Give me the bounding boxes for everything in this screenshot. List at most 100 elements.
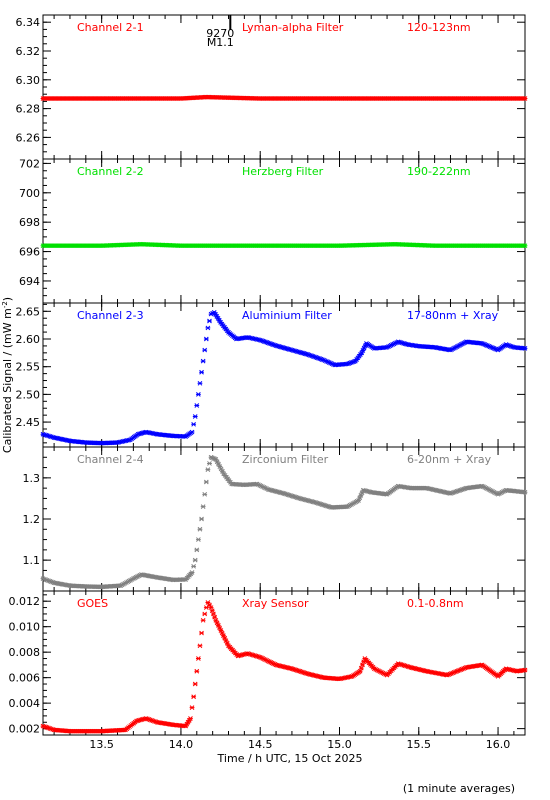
data-point (202, 347, 208, 353)
data-point (192, 414, 198, 419)
data-point (218, 628, 224, 633)
data-point (192, 557, 198, 563)
data-point (223, 638, 229, 644)
data-point (208, 605, 214, 610)
panel-frame (42, 158, 526, 304)
y-tick-label: 1.2 (23, 513, 41, 526)
panel-filter-label: Xray Sensor (242, 597, 309, 610)
data-point (522, 667, 528, 673)
panel-5: 0.002 0.004 0.006 0.008 0.010 0.012 GOES Xray S… (9, 590, 528, 736)
data-point (197, 643, 203, 649)
data-point (194, 403, 200, 408)
panel-filter-label: Lyman-alpha Filter (242, 21, 344, 34)
panel-3: 2.45 2.50 2.55 2.60 2.65 Channel 2-3 Aluminium… (16, 302, 528, 448)
data-point (358, 665, 364, 671)
data-point (200, 617, 206, 623)
data-point (221, 633, 226, 638)
series-points (40, 600, 528, 734)
data-point (212, 614, 218, 620)
data-point (209, 608, 215, 614)
y-tick-label: 1.1 (23, 554, 41, 567)
data-point (217, 464, 223, 469)
panel-band-label: 17-80nm + Xray (407, 309, 499, 322)
x-axis-label: Time / h UTC, 15 Oct 2025 (217, 752, 363, 765)
y-tick-label: 6.28 (16, 103, 41, 116)
y-tick-label: 698 (19, 216, 40, 229)
y-tick-label: 2.60 (16, 333, 41, 346)
data-point (207, 461, 212, 466)
x-tick-label: 15.5 (407, 738, 432, 751)
x-tick-label: 13.5 (89, 738, 114, 751)
panel-frame (42, 446, 526, 592)
x-tick-label: 15.0 (327, 738, 352, 751)
y-tick-label: 6.26 (16, 131, 41, 144)
data-point (224, 640, 230, 646)
y-tick-label: 0.002 (9, 723, 41, 736)
y-tick-label: 2.50 (16, 388, 41, 401)
y-tick-label: 0.012 (9, 595, 41, 608)
y-axis-label-end: ) (1, 297, 14, 301)
data-point (211, 611, 216, 617)
series-points (40, 454, 528, 590)
data-point (200, 358, 206, 364)
data-point (220, 468, 225, 474)
averaging-footnote: (1 minute averages) (403, 782, 515, 795)
y-axis-label-superscript: -2 (1, 301, 9, 308)
panel-frame (42, 590, 526, 736)
panel-filter-label: Herzberg Filter (242, 165, 324, 178)
data-point (356, 498, 361, 503)
series-points (40, 94, 528, 101)
data-point (360, 662, 365, 668)
panel-filter-label: Zirconium Filter (242, 453, 329, 466)
data-point (192, 681, 198, 687)
data-point (359, 350, 365, 356)
data-point (357, 668, 363, 674)
data-point (522, 489, 528, 495)
y-tick-label: 2.65 (16, 305, 41, 318)
y-tick-label: 6.30 (16, 74, 41, 87)
y-tick-label: 702 (19, 157, 40, 170)
data-point (200, 504, 206, 510)
data-point (219, 630, 225, 636)
y-tick-label: 0.006 (9, 672, 41, 685)
chart-panels: 6.26 6.28 6.30 6.32 6.34 Channel 2-1 Lyman-alp… (9, 14, 528, 736)
panel-band-label: 190-222nm (407, 165, 471, 178)
y-tick-label: 6.32 (16, 45, 41, 58)
panel-frame (42, 14, 526, 160)
data-point (195, 656, 201, 661)
data-point (361, 345, 367, 351)
data-point (191, 563, 197, 569)
data-point (522, 243, 528, 249)
y-tick-label: 0.010 (9, 621, 41, 634)
y-tick-label: 700 (19, 187, 40, 200)
data-point (199, 369, 204, 375)
x-tick-label: 14.5 (248, 738, 273, 751)
data-point (202, 491, 208, 497)
data-point (522, 346, 528, 351)
data-point (188, 716, 193, 721)
data-point (197, 380, 203, 386)
y-tick-label: 2.45 (16, 416, 41, 429)
y-tick-label: 1.3 (23, 472, 41, 485)
panel-band-label: 6-20nm + Xray (407, 453, 492, 466)
x-tick-label: 14.0 (169, 738, 194, 751)
y-tick-label: 0.008 (9, 646, 41, 659)
panel-frame (42, 302, 526, 448)
data-point (189, 705, 195, 710)
data-point (522, 96, 528, 101)
data-point (191, 694, 197, 700)
y-tick-label: 694 (19, 275, 40, 288)
y-tick-label: 2.55 (16, 361, 41, 374)
y-tick-label: 6.34 (16, 16, 41, 29)
panel-channel-label: Channel 2-1 (77, 21, 144, 34)
data-point (202, 611, 208, 617)
panel-channel-label: Channel 2-3 (77, 309, 144, 322)
panel-band-label: 0.1-0.8nm (407, 597, 464, 610)
data-point (205, 600, 211, 605)
panel-channel-label: GOES (77, 597, 108, 610)
series-points (40, 310, 528, 446)
series-points (40, 241, 528, 249)
panel-4: 1.1 1.2 1.3 Channel 2-4 Zirconium Filter 6-20… (23, 446, 528, 592)
data-point (205, 325, 211, 331)
